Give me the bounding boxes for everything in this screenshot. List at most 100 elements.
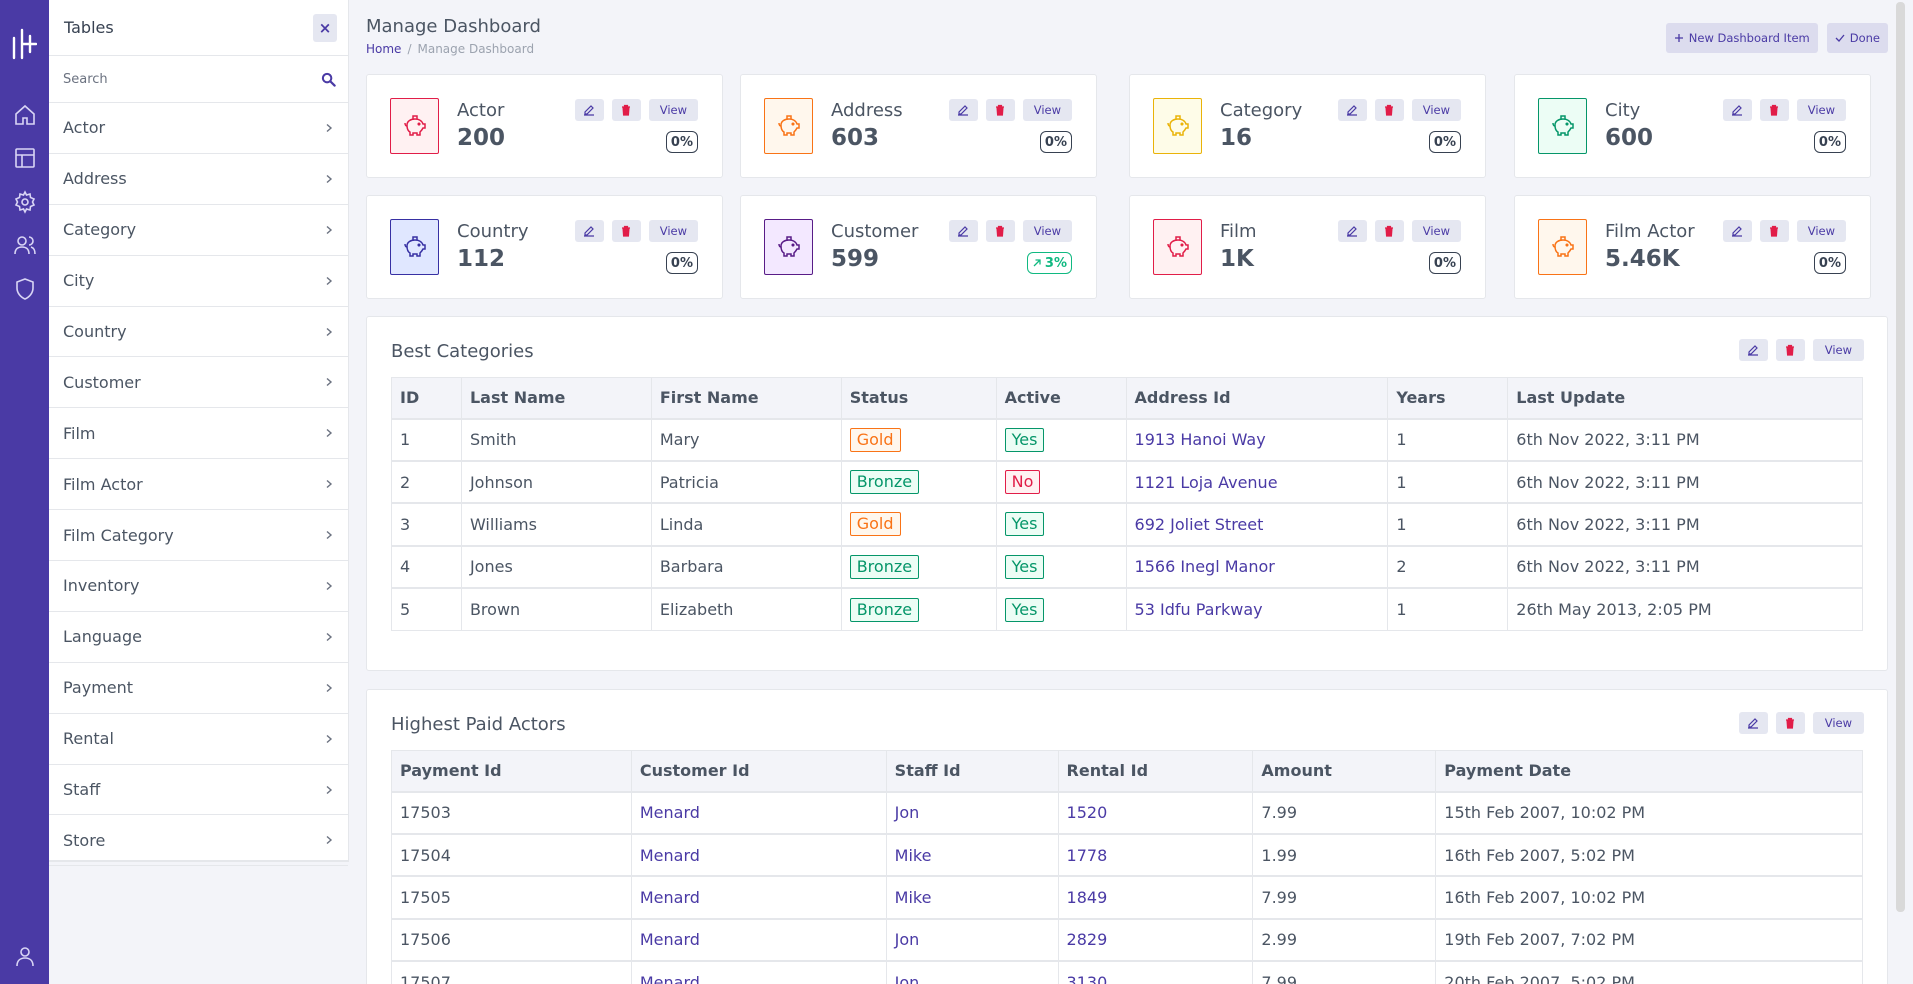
- cell-link[interactable]: 1778: [1066, 845, 1108, 865]
- search-icon[interactable]: [321, 72, 336, 87]
- view-button[interactable]: View: [1812, 712, 1864, 734]
- table-item-store[interactable]: Store: [49, 815, 348, 867]
- settings-gear-icon[interactable]: [13, 190, 37, 214]
- delete-button[interactable]: [611, 220, 641, 242]
- edit-button[interactable]: [948, 99, 978, 121]
- table-row[interactable]: 2 Johnson Patricia Bronze No 1121 Loja Avenue…: [391, 459, 1863, 504]
- new-dashboard-item-button[interactable]: New Dashboard Item: [1665, 23, 1818, 53]
- cell-link[interactable]: 692 Joliet Street: [1134, 514, 1264, 534]
- cell-link[interactable]: 2829: [1066, 930, 1108, 950]
- table-item-rental[interactable]: Rental: [49, 714, 348, 765]
- delete-button[interactable]: [1759, 220, 1789, 242]
- search-input[interactable]: [63, 71, 293, 87]
- column-header[interactable]: Active: [995, 377, 1127, 419]
- users-icon[interactable]: [13, 233, 37, 257]
- logo-icon[interactable]: [12, 28, 37, 60]
- table-row[interactable]: 1 Smith Mary Gold Yes 1913 Hanoi Way 1 6th Nov …: [391, 417, 1863, 462]
- table-icon[interactable]: [13, 146, 37, 170]
- column-header[interactable]: Payment Id: [391, 750, 632, 792]
- view-button[interactable]: View: [1022, 220, 1072, 242]
- delete-button[interactable]: [1374, 220, 1404, 242]
- view-button[interactable]: View: [1411, 220, 1461, 242]
- column-header[interactable]: Staff Id: [885, 750, 1059, 792]
- cell-link[interactable]: Mike: [894, 887, 932, 907]
- cell-link[interactable]: 3130: [1066, 973, 1108, 984]
- cell-link[interactable]: Jon: [894, 930, 920, 950]
- shield-icon[interactable]: [13, 277, 37, 301]
- table-item-address[interactable]: Address: [49, 154, 348, 205]
- cell-link[interactable]: 53 Idfu Parkway: [1134, 600, 1263, 619]
- table-item-city[interactable]: City: [49, 256, 348, 307]
- table-row[interactable]: 17505 Menard Mike 1849 7.99 16th Feb 2007, 10…: [391, 875, 1863, 920]
- table-item-language[interactable]: Language: [49, 612, 348, 663]
- cell-link[interactable]: 1849: [1066, 887, 1108, 907]
- cell-link[interactable]: Menard: [639, 930, 700, 950]
- column-header[interactable]: Years: [1387, 377, 1509, 419]
- view-button[interactable]: View: [1796, 99, 1846, 121]
- edit-button[interactable]: [1738, 712, 1768, 734]
- view-button[interactable]: View: [1022, 99, 1072, 121]
- table-row[interactable]: 3 Williams Linda Gold Yes 692 Joliet Street 1 6…: [391, 502, 1863, 547]
- column-header[interactable]: Payment Date: [1435, 750, 1863, 792]
- edit-button[interactable]: [1738, 339, 1768, 361]
- cell-link[interactable]: Mike: [894, 845, 932, 865]
- edit-button[interactable]: [1337, 99, 1367, 121]
- column-header[interactable]: Status: [840, 377, 997, 419]
- edit-button[interactable]: [1722, 220, 1752, 242]
- edit-button[interactable]: [574, 99, 604, 121]
- user-profile-icon[interactable]: [13, 944, 37, 968]
- table-item-film-category[interactable]: Film Category: [49, 510, 348, 562]
- delete-button[interactable]: [1775, 712, 1805, 734]
- column-header[interactable]: Amount: [1252, 750, 1437, 792]
- table-item-staff[interactable]: Staff: [49, 765, 348, 816]
- edit-button[interactable]: [1722, 99, 1752, 121]
- table-row[interactable]: 17506 Menard Jon 2829 2.99 19th Feb 2007, 7:0…: [391, 917, 1863, 962]
- table-row[interactable]: 17503 Menard Jon 1520 7.99 15th Feb 2007, 10:…: [391, 790, 1863, 835]
- page-scrollbar[interactable]: [1888, 0, 1913, 984]
- edit-button[interactable]: [574, 220, 604, 242]
- cell-link[interactable]: 1913 Hanoi Way: [1134, 430, 1266, 450]
- cell-link[interactable]: 1121 Loja Avenue: [1134, 472, 1278, 492]
- view-button[interactable]: View: [648, 220, 698, 242]
- view-button[interactable]: View: [1796, 220, 1846, 242]
- cell-link[interactable]: Menard: [639, 803, 700, 823]
- delete-button[interactable]: [1374, 99, 1404, 121]
- column-header[interactable]: Last Name: [460, 377, 652, 419]
- edit-button[interactable]: [948, 220, 978, 242]
- cell-link[interactable]: 1566 Inegl Manor: [1134, 557, 1275, 577]
- table-row[interactable]: 4 Jones Barbara Bronze Yes 1566 Inegl Manor 2 6…: [391, 544, 1863, 589]
- table-item-actor[interactable]: Actor: [49, 103, 348, 154]
- cell-link[interactable]: Menard: [639, 845, 700, 865]
- delete-button[interactable]: [985, 220, 1015, 242]
- table-item-film-actor[interactable]: Film Actor: [49, 459, 348, 511]
- column-header[interactable]: Rental Id: [1057, 750, 1254, 792]
- cell-link[interactable]: Menard: [639, 973, 700, 984]
- breadcrumb-home-link[interactable]: Home: [366, 42, 402, 56]
- edit-button[interactable]: [1337, 220, 1367, 242]
- table-item-film[interactable]: Film: [49, 408, 348, 460]
- view-button[interactable]: View: [648, 99, 698, 121]
- table-row[interactable]: 17504 Menard Mike 1778 1.99 16th Feb 2007, 5:…: [391, 832, 1863, 877]
- column-header[interactable]: Address Id: [1125, 377, 1389, 419]
- table-row[interactable]: 5 Brown Elizabeth Bronze Yes 53 Idfu Parkway 1…: [391, 587, 1863, 631]
- cell-link[interactable]: Jon: [894, 973, 920, 984]
- table-row[interactable]: 17507 Menard Jon 3130 7.99 20th Feb 2007, 5:0…: [391, 960, 1863, 984]
- delete-button[interactable]: [611, 99, 641, 121]
- view-button[interactable]: View: [1411, 99, 1461, 121]
- home-icon[interactable]: [13, 103, 37, 127]
- scrollbar-thumb[interactable]: [1896, 2, 1905, 912]
- table-item-inventory[interactable]: Inventory: [49, 561, 348, 612]
- cell-link[interactable]: Jon: [894, 803, 920, 823]
- cell-link[interactable]: 1520: [1066, 803, 1108, 823]
- done-button[interactable]: Done: [1826, 23, 1888, 53]
- table-item-customer[interactable]: Customer: [49, 357, 348, 409]
- view-button[interactable]: View: [1812, 339, 1864, 361]
- cell-link[interactable]: Menard: [639, 887, 700, 907]
- delete-button[interactable]: [1775, 339, 1805, 361]
- delete-button[interactable]: [1759, 99, 1789, 121]
- column-header[interactable]: Customer Id: [630, 750, 887, 792]
- close-panel-button[interactable]: ×: [313, 13, 337, 42]
- column-header[interactable]: First Name: [650, 377, 842, 419]
- table-item-category[interactable]: Category: [49, 205, 348, 256]
- table-item-country[interactable]: Country: [49, 307, 348, 358]
